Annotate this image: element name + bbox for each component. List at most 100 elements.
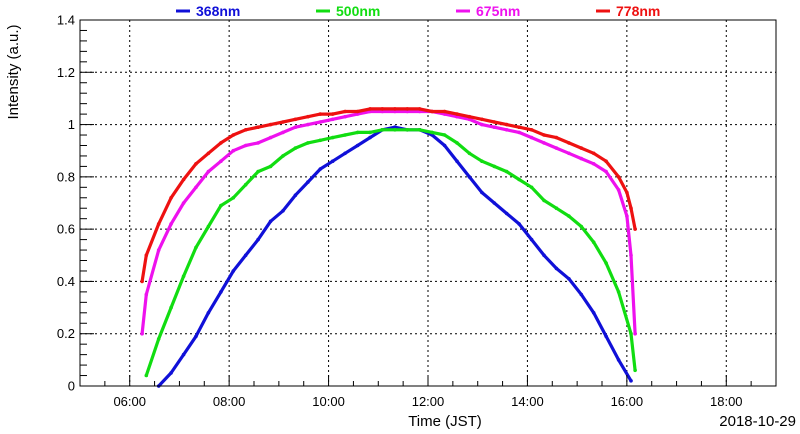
series-point xyxy=(243,182,248,187)
series-point xyxy=(293,146,298,150)
series-point xyxy=(256,237,260,242)
series-point xyxy=(467,114,472,119)
series-point xyxy=(281,120,285,124)
y-tick-label: 1.4 xyxy=(57,13,75,28)
series-point xyxy=(256,141,260,145)
series-point xyxy=(517,222,521,226)
series-point xyxy=(417,107,422,111)
series-point xyxy=(343,151,347,156)
series-point xyxy=(517,177,521,182)
series-point xyxy=(231,133,236,137)
series-point xyxy=(330,135,335,140)
series-point xyxy=(268,164,273,169)
series-point xyxy=(393,109,397,114)
series-point xyxy=(181,352,186,357)
series-point xyxy=(355,143,360,148)
series-point xyxy=(467,151,472,156)
series-point xyxy=(281,209,285,213)
x-tick-label: 18:00 xyxy=(710,394,743,409)
axes: 06:00 08:00 10:00 12:00 14:00 16:00 18:00 0 0.2 0… xyxy=(57,13,777,409)
series-point xyxy=(504,211,509,216)
series-point xyxy=(268,122,273,127)
series-point xyxy=(281,130,285,135)
x-tick-label: 10:00 xyxy=(312,394,345,409)
series-point xyxy=(380,107,385,111)
series-point xyxy=(629,253,633,258)
series-point xyxy=(343,133,347,137)
series-point xyxy=(206,224,211,229)
series-point xyxy=(231,196,236,200)
series-point xyxy=(256,169,260,174)
series-point xyxy=(219,290,223,294)
series-point xyxy=(554,135,559,140)
series-point xyxy=(181,177,186,182)
series-point xyxy=(206,169,211,174)
series-point xyxy=(455,112,459,116)
y-tick-label: 0.8 xyxy=(57,169,75,184)
series-point xyxy=(616,290,621,294)
series-point xyxy=(591,151,596,156)
series-point xyxy=(405,128,410,132)
series-point xyxy=(306,114,310,119)
series-point xyxy=(417,128,422,132)
series-500nm xyxy=(144,128,637,378)
series-point xyxy=(169,305,173,310)
series-point xyxy=(405,107,410,111)
y-axis-title: Intensity (a.u.) xyxy=(5,24,22,119)
series-point xyxy=(219,159,223,163)
series-point xyxy=(579,156,584,161)
series-point xyxy=(355,130,360,135)
series-point xyxy=(529,135,534,140)
series-point xyxy=(306,122,310,127)
x-axis-title: Time (JST) xyxy=(408,413,482,430)
x-tick-label: 16:00 xyxy=(611,394,644,409)
series-point xyxy=(579,146,584,150)
series-point xyxy=(430,130,434,135)
series-point xyxy=(256,125,260,129)
series-point xyxy=(629,331,633,336)
series-point xyxy=(616,358,621,362)
series-point xyxy=(219,203,223,208)
series-point xyxy=(144,292,149,297)
grid xyxy=(80,20,776,386)
y-tick-label: 1.2 xyxy=(57,65,75,80)
series-point xyxy=(231,269,236,273)
series-layer xyxy=(140,107,637,388)
series-point xyxy=(368,107,372,111)
series-778nm xyxy=(140,107,637,284)
series-point xyxy=(442,109,447,114)
series-point xyxy=(194,185,198,190)
legend-label: 368nm xyxy=(196,3,240,19)
series-point xyxy=(318,138,323,143)
series-point xyxy=(517,130,521,135)
x-tick-label: 14:00 xyxy=(511,394,544,409)
series-point xyxy=(629,379,633,383)
series-point xyxy=(604,169,608,174)
series-point xyxy=(492,164,497,169)
series-point xyxy=(318,167,323,171)
series-point xyxy=(243,143,248,148)
series-point xyxy=(529,128,534,132)
series-point xyxy=(156,222,161,226)
x-tick-label: 08:00 xyxy=(213,394,246,409)
series-point xyxy=(343,109,347,114)
y-tick-label: 0.6 xyxy=(57,222,75,237)
series-point xyxy=(591,162,596,166)
y-tick-label: 1 xyxy=(68,117,75,132)
series-point xyxy=(156,337,161,341)
series-point xyxy=(633,227,637,231)
series-point xyxy=(542,198,546,203)
series-point xyxy=(492,201,497,205)
series-point xyxy=(529,185,534,190)
series-675nm xyxy=(140,109,637,336)
series-point xyxy=(194,162,198,166)
series-point xyxy=(604,334,608,339)
series-point xyxy=(206,151,211,156)
series-point xyxy=(318,112,323,116)
series-point xyxy=(567,214,571,218)
series-point xyxy=(542,133,546,137)
series-point xyxy=(554,206,559,210)
series-point xyxy=(542,141,546,145)
